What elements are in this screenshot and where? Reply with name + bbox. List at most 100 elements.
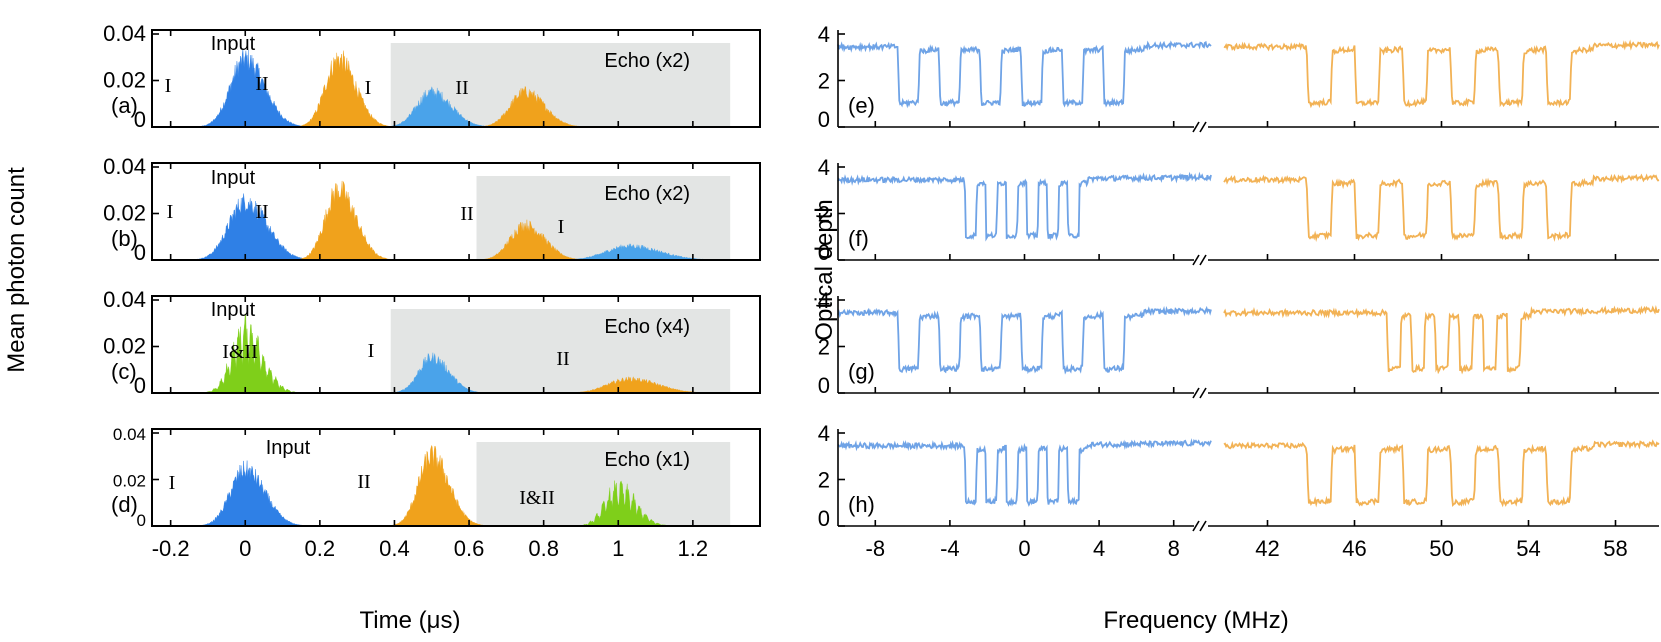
frequency-axis-ticks: -8 -4 0 4 8 42 46 50 54 58 <box>866 536 1628 561</box>
panel-label: (e) <box>848 93 875 118</box>
panel-label: (a) <box>111 93 138 118</box>
od-trace-high-band <box>1223 39 1660 109</box>
ytick-label: 0 <box>137 511 146 530</box>
series-echo-i <box>373 86 492 128</box>
xtick-label: -8 <box>866 536 886 561</box>
left-xlabel: Time (μs) <box>360 607 461 634</box>
od-trace-low-band <box>837 40 1212 109</box>
panel-label: (c) <box>111 359 137 384</box>
xtick-label: -4 <box>940 536 960 561</box>
ytick-label: 4 <box>818 155 830 180</box>
ytick-label: 2 <box>818 468 830 493</box>
xtick-label: 58 <box>1603 536 1627 561</box>
ytick-label: 4 <box>818 288 830 313</box>
pulse-label: I&II <box>222 341 258 363</box>
ytick-label: 0.04 <box>103 21 146 46</box>
series-input-ii <box>286 50 391 128</box>
axis-break-mark <box>1192 254 1200 266</box>
input-label: Input <box>211 33 256 55</box>
pulse-label: I <box>167 201 174 223</box>
pulse-label: II <box>556 348 569 370</box>
axis-break-mark <box>1192 520 1200 532</box>
xtick-label: 8 <box>1168 536 1180 561</box>
axis-break-mark <box>1199 121 1207 133</box>
od-trace-high-band <box>1223 304 1660 375</box>
ytick-label: 0.02 <box>103 201 146 226</box>
axis-frame <box>151 162 761 261</box>
series-input-i <box>186 48 305 128</box>
axis-break-mark <box>1199 387 1207 399</box>
input-label: Input <box>211 167 256 189</box>
frequency-panel-f: 0 2 4 (f) <box>818 155 1660 266</box>
xtick-label: -0.2 <box>152 536 190 561</box>
ytick-label: 0.04 <box>113 425 146 444</box>
ytick-label: 0 <box>134 373 146 398</box>
ytick-label: 0.04 <box>103 154 146 179</box>
axis-frame <box>151 295 761 394</box>
ytick-label: 0 <box>134 240 146 265</box>
ytick-label: 0 <box>818 107 830 132</box>
echo-label: Echo (x1) <box>604 449 690 471</box>
od-trace-low-band <box>837 171 1212 242</box>
pulse-label: I <box>169 472 176 494</box>
xtick-label: 0.2 <box>305 536 336 561</box>
xtick-label: 1 <box>612 536 624 561</box>
frequency-panel-g: 0 2 4 (g) <box>818 288 1660 399</box>
axis-break-mark <box>1199 520 1207 532</box>
xtick-label: 50 <box>1429 536 1453 561</box>
series-input-i-ii <box>193 313 298 394</box>
xtick-label: 0.8 <box>528 536 559 561</box>
od-trace-low-band <box>837 438 1212 507</box>
xtick-label: 4 <box>1093 536 1105 561</box>
series-echo-i-ii <box>566 480 671 527</box>
pulse-label: I <box>368 340 375 362</box>
od-trace-high-band <box>1223 439 1660 508</box>
axis-break-mark <box>1192 387 1200 399</box>
xtick-label: 46 <box>1342 536 1366 561</box>
panel-label: (b) <box>111 226 138 251</box>
series-input-ii <box>286 180 391 261</box>
pulse-label: I <box>165 75 172 97</box>
ytick-label: 0 <box>818 240 830 265</box>
series-input-i <box>186 460 305 527</box>
xtick-label: 0.6 <box>454 536 485 561</box>
ytick-label: 0 <box>134 107 146 132</box>
ytick-label: 0.02 <box>113 472 146 491</box>
xtick-label: 0.4 <box>379 536 410 561</box>
ytick-label: 2 <box>818 335 830 360</box>
xtick-label: 42 <box>1255 536 1279 561</box>
echo-label: Echo (x4) <box>604 316 690 338</box>
xtick-label: 0 <box>1018 536 1030 561</box>
od-trace-high-band <box>1223 173 1660 243</box>
axis-break-mark <box>1192 121 1200 133</box>
series-input-ii <box>379 444 485 527</box>
panel-label: (d) <box>111 492 138 517</box>
xtick-label: 0 <box>239 536 251 561</box>
pulse-label: II <box>460 203 473 225</box>
axis-break-mark <box>1199 254 1207 266</box>
series-input-i <box>180 193 311 261</box>
left-ylabel: Mean photon count <box>3 167 30 373</box>
panel-label: (g) <box>848 359 875 384</box>
pulse-label: II <box>357 471 370 493</box>
pulse-label: II <box>455 77 468 99</box>
frequency-panels: 0 2 4 (e) 0 2 4 (f) 0 2 4 (g) 0 2 4 (h) <box>818 22 1660 532</box>
ytick-label: 0.02 <box>103 334 146 359</box>
echo-label: Echo (x2) <box>604 183 690 205</box>
ytick-label: 2 <box>818 69 830 94</box>
pulse-label: I&II <box>519 487 555 509</box>
ytick-label: 0 <box>818 373 830 398</box>
panel-label: (f) <box>848 226 869 251</box>
ytick-label: 2 <box>818 202 830 227</box>
ytick-label: 0.02 <box>103 68 146 93</box>
frequency-panel-e: 0 2 4 (e) <box>818 22 1660 133</box>
panel-label: (h) <box>848 492 875 517</box>
axis-frame <box>151 428 761 527</box>
pulse-label: II <box>255 201 268 223</box>
xtick-label: 1.2 <box>678 536 709 561</box>
